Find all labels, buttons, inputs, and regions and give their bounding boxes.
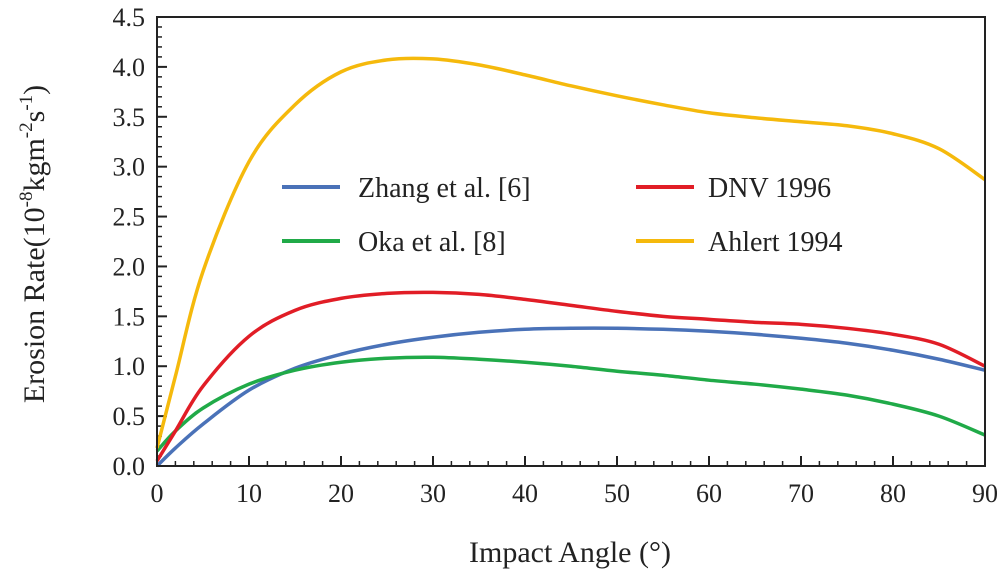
series-lines (155, 56, 986, 468)
y-axis-title-mid2: s (18, 111, 51, 123)
x-tick-label: 90 (972, 479, 998, 508)
y-ticks: 0.0 0.5 1.0 1.5 2.0 2.5 3.0 3.5 4.0 4.5 (113, 3, 167, 481)
y-axis-title-mid: kgm (18, 138, 51, 191)
x-tick-label: 10 (236, 479, 262, 508)
x-axis-title: Impact Angle (°) (469, 536, 671, 569)
y-tick-label: 1.5 (113, 302, 146, 331)
series-line-3 (155, 56, 986, 449)
x-tick-label: 40 (512, 479, 538, 508)
y-tick-label: 0.5 (113, 402, 146, 431)
x-tick-label: 20 (328, 479, 354, 508)
y-axis-title-exp3: -1 (16, 95, 37, 111)
y-axis-title-base: Erosion Rate(10 (18, 207, 51, 403)
y-tick-label: 4.0 (113, 53, 146, 82)
y-tick-label: 4.5 (113, 3, 146, 32)
y-tick-label: 3.0 (113, 153, 146, 182)
legend-label-oka: Oka et al. [8] (358, 227, 506, 258)
legend-label-zhang: Zhang et al. [6] (358, 173, 531, 204)
x-tick-label: 80 (880, 479, 906, 508)
x-tick-label: 50 (604, 479, 630, 508)
y-tick-label: 0.0 (113, 452, 146, 481)
y-tick-label: 2.5 (113, 203, 146, 232)
y-axis-title: Erosion Rate(10-8kgm-2s-1) (16, 85, 51, 403)
legend-label-dnv: DNV 1996 (708, 173, 831, 204)
series-line-0 (155, 326, 986, 468)
plot-frame (156, 16, 986, 467)
y-tick-label: 2.0 (113, 252, 146, 281)
y-tick-label: 1.0 (113, 352, 146, 381)
series-line-1 (155, 355, 986, 453)
x-ticks: 0 10 20 30 40 50 60 70 80 90 (151, 456, 998, 508)
series-line-2 (155, 290, 986, 462)
y-axis-title-end: ) (18, 85, 51, 95)
x-tick-label: 70 (788, 479, 814, 508)
legend-label-ahlert: Ahlert 1994 (708, 227, 843, 258)
y-axis-title-exp2: -2 (16, 122, 37, 138)
y-axis-title-exp1: -8 (16, 192, 37, 208)
legend: Zhang et al. [6] Oka et al. [8] DNV 1996… (282, 173, 843, 258)
x-tick-label: 30 (420, 479, 446, 508)
y-tick-label: 3.5 (113, 103, 146, 132)
x-tick-label: 60 (696, 479, 722, 508)
x-tick-label: 0 (151, 479, 164, 508)
